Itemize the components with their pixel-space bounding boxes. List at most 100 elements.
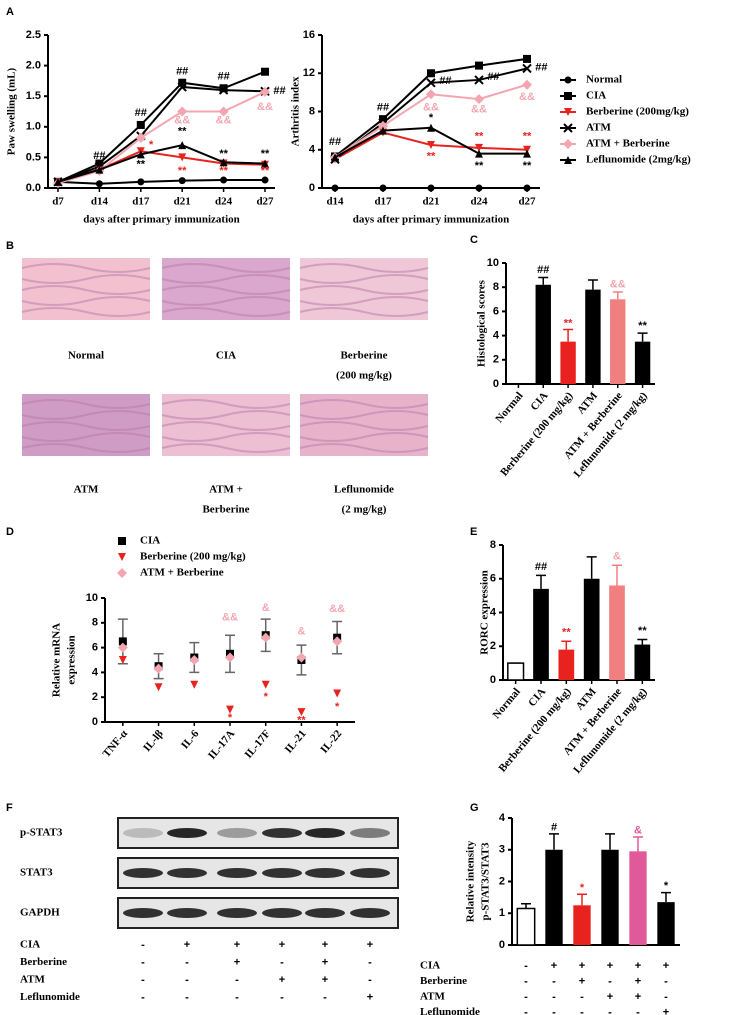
marker — [331, 153, 339, 162]
legend-marker — [564, 156, 572, 164]
legend-marker — [564, 108, 572, 116]
histology-label: ATM — [74, 484, 99, 496]
y-tick-label: 10 — [86, 592, 98, 604]
y-tick-label: 16 — [303, 29, 315, 41]
marker — [218, 85, 229, 95]
histology-label: Berberine — [340, 350, 387, 362]
panel-label: G — [470, 802, 479, 814]
y-tick-label: 0 — [490, 674, 496, 686]
annotation: ** — [564, 317, 573, 329]
tissue-texture — [21, 307, 151, 317]
treatment-sign: - — [185, 974, 189, 986]
blot-band — [262, 868, 302, 878]
legend-label: CIA — [140, 535, 160, 547]
treatment-label: CIA — [420, 960, 440, 972]
y-tick-label: 6 — [490, 573, 496, 585]
y-axis-title: Arthritis index — [290, 76, 302, 146]
tissue-texture — [21, 285, 151, 295]
y-tick-label: 1 — [499, 907, 505, 919]
treatment-sign: + — [322, 974, 328, 986]
legend-marker — [564, 76, 572, 84]
x-tick-label: CIA — [528, 390, 550, 413]
treatment-label: Berberine — [20, 956, 67, 968]
marker — [426, 78, 436, 88]
annotation: ## — [93, 150, 105, 162]
tissue-texture — [299, 285, 429, 295]
annotation: ## — [377, 102, 389, 114]
x-axis-title: days after primary immunization — [83, 214, 240, 226]
legend-marker — [563, 123, 573, 133]
annotation: ** — [523, 160, 532, 172]
marker — [475, 184, 483, 192]
y-axis-title: p-STAT3/STAT3 — [480, 842, 492, 921]
error-bar — [633, 836, 643, 852]
annotation: & — [297, 625, 305, 637]
annotation: && — [519, 91, 535, 103]
marker — [135, 132, 146, 143]
tissue-texture — [21, 421, 151, 431]
annotation: && — [216, 115, 232, 127]
legend-marker — [118, 553, 126, 561]
marker — [475, 149, 483, 158]
y-tick-label: 2.0 — [26, 60, 41, 72]
legend-marker — [117, 568, 127, 578]
y-tick-label: 2.5 — [26, 29, 41, 41]
bar — [634, 644, 651, 680]
x-tick-label: d24 — [215, 196, 233, 208]
tissue-texture — [161, 432, 291, 442]
treatment-sign: + — [367, 939, 373, 951]
bar — [610, 299, 626, 384]
series-line — [57, 70, 266, 183]
treatment-sign: + — [663, 1006, 669, 1015]
x-tick-label: Normal — [493, 390, 525, 425]
tissue-texture — [299, 443, 429, 453]
treatment-sign: - — [323, 991, 327, 1003]
marker — [296, 652, 307, 663]
annotation: && — [423, 102, 439, 114]
marker — [177, 82, 187, 92]
y-tick-label: 0 — [92, 716, 98, 728]
blot-band — [350, 828, 390, 838]
annotation: ## — [135, 107, 147, 119]
tissue-texture — [21, 399, 151, 409]
x-tick-label: d14 — [326, 196, 344, 208]
marker — [261, 680, 270, 689]
tissue-texture — [299, 296, 429, 306]
treatment-sign: + — [579, 975, 585, 987]
treatment-sign: - — [368, 974, 372, 986]
y-tick-label: 4 — [309, 144, 316, 156]
treatment-sign: - — [185, 956, 189, 968]
y-tick-label: 4 — [92, 666, 99, 678]
blot-band — [350, 908, 390, 918]
x-tick-label: d17 — [132, 196, 150, 208]
blot-band — [217, 868, 257, 878]
marker — [261, 176, 269, 184]
treatment-sign: + — [367, 991, 373, 1003]
marker — [178, 141, 187, 150]
annotation: && — [222, 612, 238, 624]
bar — [573, 905, 591, 945]
treatment-sign: - — [185, 991, 189, 1003]
marker — [220, 176, 228, 184]
blot-band — [123, 868, 163, 878]
treatment-sign: - — [552, 975, 556, 987]
annotation: * — [335, 701, 340, 713]
marker — [331, 184, 339, 192]
marker — [118, 656, 127, 664]
legend-marker — [564, 92, 572, 100]
blot-row-label: p-STAT3 — [20, 827, 63, 839]
marker — [218, 106, 229, 117]
tissue-texture — [161, 421, 291, 431]
error-bar — [661, 891, 671, 903]
error-bar — [549, 833, 559, 850]
histology-label: Normal — [68, 350, 104, 362]
treatment-sign: + — [322, 956, 328, 968]
x-tick-label: CIA — [526, 686, 548, 709]
legend-marker — [118, 537, 126, 545]
y-axis-title: Histological scores — [476, 279, 488, 367]
marker — [118, 637, 127, 646]
treatment-label: Berberine — [420, 975, 467, 987]
legend-label: CIA — [586, 90, 606, 102]
treatment-sign: + — [184, 939, 190, 951]
